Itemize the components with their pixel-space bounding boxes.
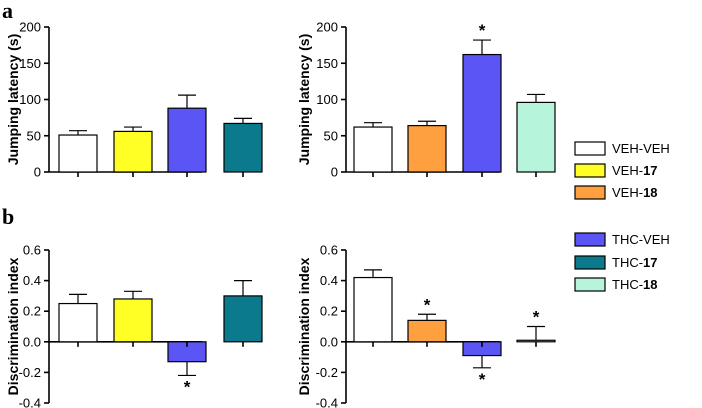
- legend-label-suffix: 17: [643, 163, 657, 178]
- bar-thc-18: [516, 101, 556, 173]
- significance-marker: *: [184, 377, 191, 396]
- legend-swatch: [574, 185, 606, 200]
- legend-item: VEH-18: [574, 185, 658, 200]
- legend-item: THC-17: [574, 255, 658, 270]
- legend-item: VEH-17: [574, 163, 658, 178]
- y-tick-label: 0: [331, 165, 338, 180]
- legend-item: THC-VEH: [574, 232, 670, 247]
- y-tick-label: 100: [19, 92, 41, 107]
- legend-label-suffix: 18: [643, 185, 657, 200]
- y-tick-label: 0.2: [23, 304, 41, 319]
- y-tick-label: 150: [316, 56, 338, 71]
- legend-label: THC-17: [612, 255, 658, 270]
- y-tick-label: 150: [19, 56, 41, 71]
- legend-item: VEH-VEH: [574, 141, 670, 156]
- legend-item: THC-18: [574, 277, 658, 292]
- legend-label-prefix: THC-: [612, 277, 643, 292]
- y-tick-label: 200: [19, 20, 41, 35]
- chart-2: 0 50 100 150 200 Jumping latency (s) *: [296, 20, 556, 180]
- y-tick-label: 50: [27, 128, 41, 143]
- bar-veh-veh: [353, 126, 393, 173]
- bar-thc-17: [223, 295, 263, 343]
- legend-label-suffix: VEH: [643, 232, 670, 247]
- legend-label-suffix: 17: [643, 255, 657, 270]
- legend-swatch: [574, 232, 606, 247]
- y-tick-label: -0.4: [19, 396, 41, 408]
- y-axis-label: Discrimination index: [296, 257, 312, 395]
- bar-veh-18: [407, 124, 447, 173]
- legend-swatch: [574, 141, 606, 156]
- legend-label-suffix: 18: [643, 277, 657, 292]
- legend-label: VEH-18: [612, 185, 658, 200]
- y-axis-label: Jumping latency (s): [5, 34, 21, 165]
- y-tick-label: 0.4: [23, 273, 41, 288]
- legend-swatch: [574, 255, 606, 270]
- legend-label-suffix: VEH: [643, 141, 670, 156]
- y-tick-label: 0: [34, 165, 41, 180]
- significance-marker: *: [479, 21, 486, 40]
- legend-label: THC-VEH: [612, 232, 670, 247]
- y-tick-label: -0.4: [316, 396, 338, 408]
- y-tick-label: 50: [324, 128, 338, 143]
- significance-marker: *: [479, 370, 486, 389]
- bar-veh-17: [113, 130, 153, 173]
- chart-4: -0.4 -0.2 0.0 0.2 0.4 0.6 Discrimination index…: [296, 243, 556, 408]
- legend-swatch: [574, 163, 606, 178]
- bar-thc-veh: [462, 53, 502, 173]
- legend-label-prefix: THC-: [612, 255, 643, 270]
- bar-veh-veh: [58, 302, 98, 343]
- bar-thc-veh: [167, 107, 207, 173]
- y-tick-label: 0.0: [320, 334, 338, 349]
- y-axis-label: Discrimination index: [5, 257, 21, 395]
- y-tick-label: 0.2: [320, 304, 338, 319]
- bar-veh-17: [113, 298, 153, 343]
- y-tick-label: -0.2: [316, 365, 338, 380]
- legend-label-prefix: VEH-: [612, 141, 643, 156]
- legend-label-prefix: THC-: [612, 232, 643, 247]
- y-tick-label: 0.6: [320, 243, 338, 258]
- y-tick-label: 0.6: [23, 243, 41, 258]
- bar-thc-17: [223, 122, 263, 173]
- legend-label-prefix: VEH-: [612, 163, 643, 178]
- bar-veh-veh: [58, 134, 98, 173]
- bar-thc-18: [516, 339, 556, 343]
- y-axis-label: Jumping latency (s): [296, 34, 312, 165]
- y-tick-label: 200: [316, 20, 338, 35]
- legend-label: VEH-VEH: [612, 141, 670, 156]
- legend-label-prefix: VEH-: [612, 185, 643, 200]
- legend-label: THC-18: [612, 277, 658, 292]
- panel-label-a: a: [2, 0, 13, 23]
- significance-marker: *: [533, 308, 540, 327]
- y-tick-label: 100: [316, 92, 338, 107]
- legend-swatch: [574, 277, 606, 292]
- y-tick-label: -0.2: [19, 365, 41, 380]
- significance-marker: *: [424, 295, 431, 314]
- legend-label: VEH-17: [612, 163, 658, 178]
- y-tick-label: 0.4: [320, 273, 338, 288]
- panel-label-b: b: [2, 204, 14, 229]
- bar-veh-veh: [353, 276, 393, 343]
- y-tick-label: 0.0: [23, 334, 41, 349]
- bar-veh-18: [407, 319, 447, 343]
